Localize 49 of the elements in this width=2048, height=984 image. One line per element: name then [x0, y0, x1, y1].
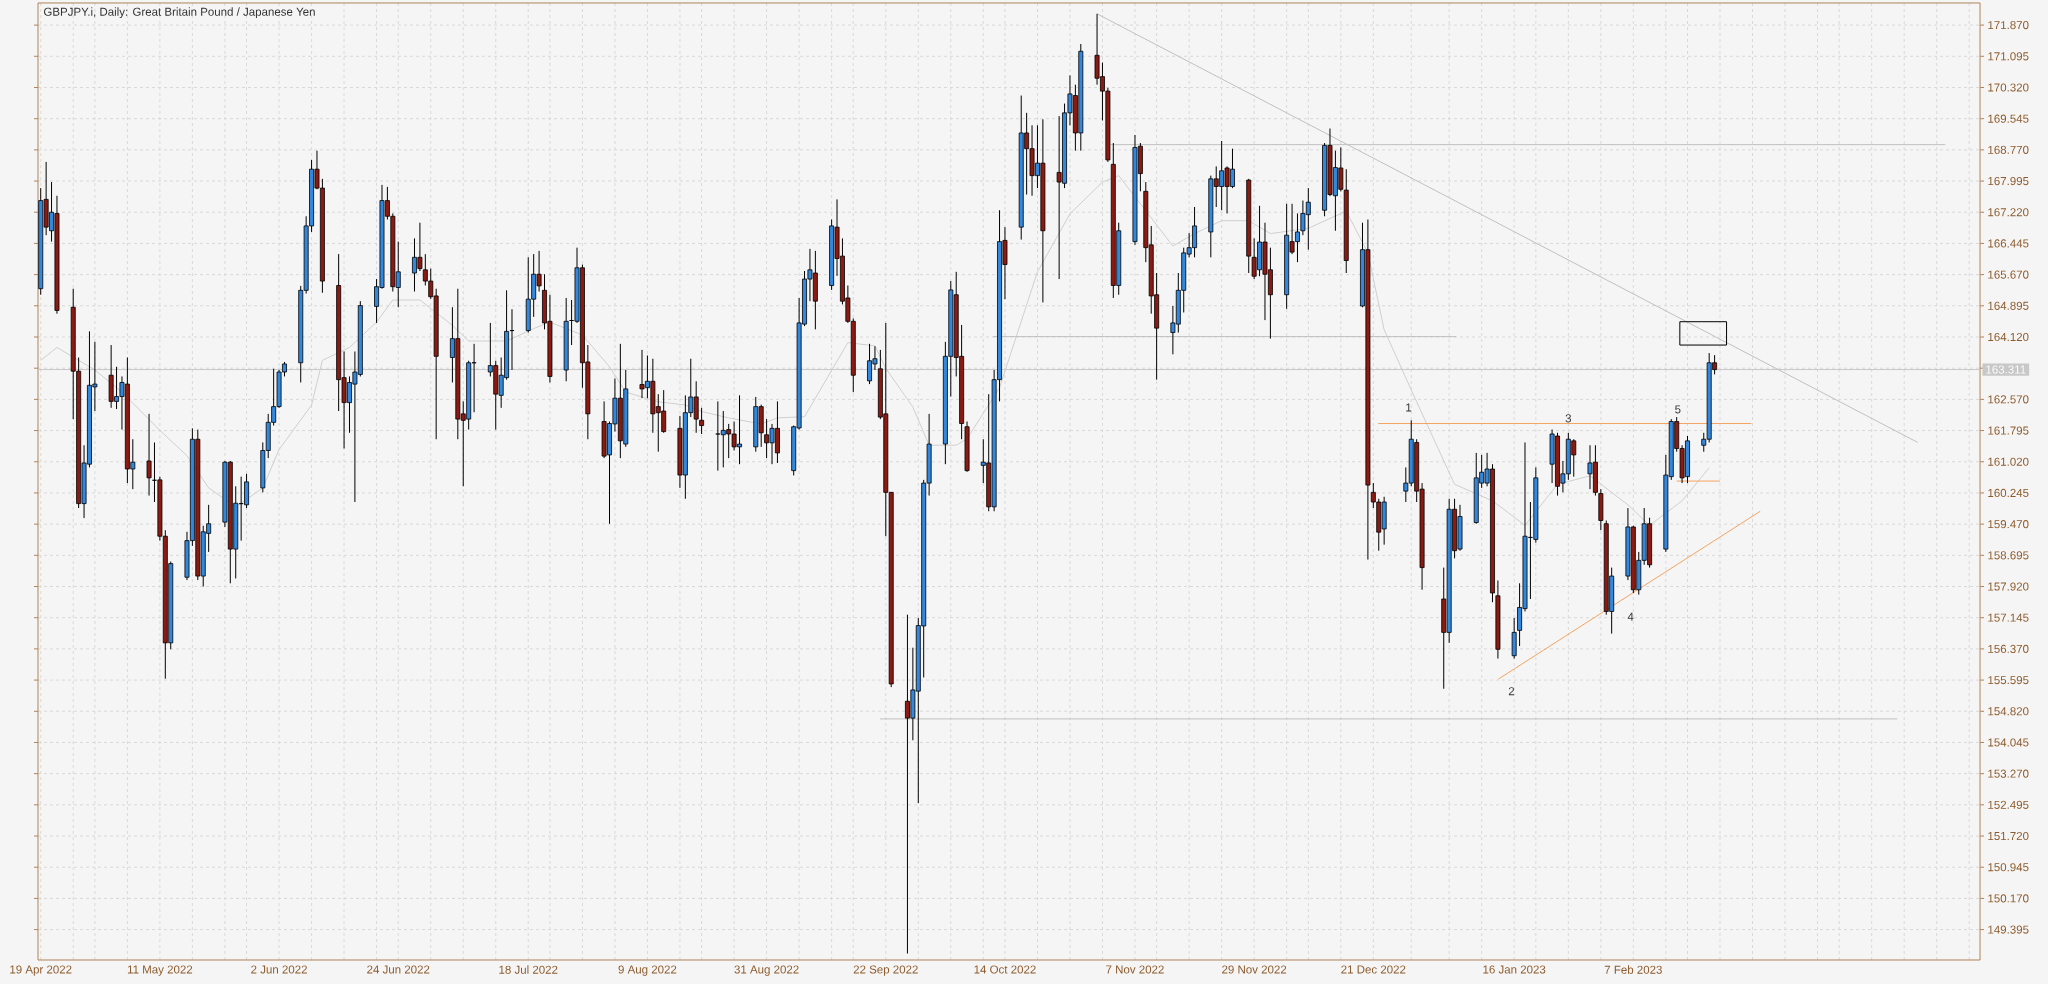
x-tick-label: 7 Feb 2023: [1604, 965, 1662, 974]
x-tick-label: 7 Nov 2022: [1106, 965, 1164, 974]
annotation: 2: [1508, 687, 1515, 696]
x-tick-label: 2 Jun 2022: [251, 965, 307, 974]
x-tick-label: 11 May 2022: [127, 965, 193, 976]
y-tick-label: 156.370: [1988, 644, 2029, 653]
y-tick-label: 154.045: [1988, 738, 2029, 747]
annotation: 4: [1627, 612, 1634, 621]
y-tick-label: 164.120: [1988, 332, 2029, 342]
y-tick-label: 161.020: [1988, 457, 2029, 466]
chart-title: GBPJPY.i, Daily: Great Britain Pound / Japanese Yen: [44, 7, 315, 19]
y-tick-label: 153.270: [1988, 769, 2029, 778]
y-tick-label: 171.095: [1988, 52, 2029, 61]
x-tick-label: 31 Aug 2022: [734, 965, 799, 976]
y-tick-label: 168.770: [1988, 145, 2029, 154]
y-tick-label: 169.545: [1988, 114, 2029, 123]
y-tick-label: 160.245: [1988, 488, 2029, 498]
x-tick-label: 19 Apr 2022: [10, 965, 72, 976]
y-tick-label: 149.395: [1988, 925, 2029, 934]
y-tick-label: 158.695: [1988, 551, 2029, 560]
y-tick-label: 152.495: [1988, 800, 2029, 809]
x-tick-label: 9 Aug 2022: [618, 965, 677, 976]
annotation: 1: [1406, 403, 1412, 412]
y-tick-label: 171.870: [1988, 21, 2029, 30]
y-tick-label: 165.670: [1988, 270, 2029, 279]
annotation: 5: [1675, 405, 1681, 414]
x-tick-label: 16 Jan 2023: [1483, 965, 1546, 974]
y-tick-label: 151.720: [1988, 831, 2029, 841]
y-tick-label: 164.895: [1988, 301, 2029, 310]
y-tick-label: 155.595: [1988, 676, 2029, 685]
annotation: 3: [1565, 414, 1572, 423]
x-tick-label: 18 Jul 2022: [499, 965, 558, 974]
y-tick-label: 167.220: [1988, 208, 2029, 217]
y-tick-label: 162.570: [1988, 395, 2029, 404]
y-tick-label: 167.995: [1988, 176, 2029, 186]
x-tick-label: 22 Sep 2022: [853, 965, 918, 976]
y-tick-label: 157.145: [1988, 613, 2029, 622]
y-tick-label: 159.470: [1988, 520, 2029, 529]
y-tick-label: 161.795: [1988, 426, 2029, 435]
y-tick-label: 150.945: [1988, 863, 2029, 872]
y-tick-label: 154.820: [1988, 707, 2029, 716]
x-tick-label: 14 Oct 2022: [974, 965, 1036, 974]
x-tick-label: 24 Jun 2022: [367, 965, 430, 974]
y-tick-label: 150.170: [1988, 894, 2029, 903]
x-tick-label: 21 Dec 2022: [1341, 965, 1406, 974]
y-tick-label: 170.320: [1988, 83, 2029, 92]
x-tick-label: 29 Nov 2022: [1222, 965, 1287, 974]
y-tick-label: 157.920: [1988, 582, 2029, 591]
y-tick-label: 166.445: [1988, 239, 2029, 248]
